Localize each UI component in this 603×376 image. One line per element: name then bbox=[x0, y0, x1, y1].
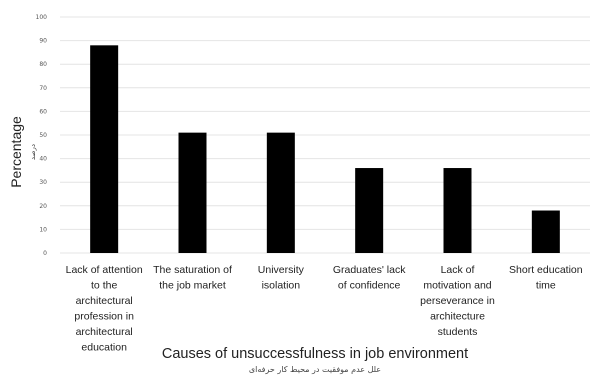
y-axis-label-secondary: درصد bbox=[29, 144, 37, 160]
y-tick-label: 90 bbox=[39, 38, 47, 45]
bar bbox=[443, 168, 472, 253]
category-label: Lack of motivation and perseverance in arch… bbox=[420, 264, 495, 338]
category-label: Short education time bbox=[509, 264, 583, 292]
y-tick-label: 40 bbox=[39, 156, 47, 163]
category-label: University isolation bbox=[258, 264, 305, 292]
y-tick-label: 50 bbox=[39, 132, 47, 139]
bar bbox=[90, 45, 119, 253]
bar bbox=[266, 132, 295, 253]
x-axis-label: Causes of unsuccessfulness in job enviro… bbox=[162, 346, 468, 362]
bar bbox=[355, 168, 384, 253]
y-tick-label: 60 bbox=[39, 108, 47, 115]
category-label: Graduates' lack of confidence bbox=[333, 264, 406, 292]
bars bbox=[90, 45, 560, 253]
y-tick-label: 10 bbox=[39, 226, 47, 233]
category-label: The saturation of the job market bbox=[153, 264, 232, 292]
y-tick-label: 30 bbox=[39, 179, 47, 186]
y-tick-label: 80 bbox=[39, 61, 47, 68]
bar bbox=[531, 210, 560, 253]
y-tick-label: 0 bbox=[43, 250, 47, 257]
bar bbox=[178, 132, 207, 253]
y-tick-label: 100 bbox=[36, 14, 48, 21]
category-label: Lack of attention to the architectural prof… bbox=[66, 264, 143, 354]
y-tick-label: 20 bbox=[39, 203, 47, 210]
y-tick-label: 70 bbox=[39, 85, 47, 92]
y-axis-label: Percentage bbox=[8, 116, 24, 188]
x-axis-label-secondary: علل عدم موفقیت در محیط کار حرفه‌ای bbox=[249, 365, 381, 374]
gridlines bbox=[60, 16, 590, 254]
x-axis-categories: Lack of attention to the architectural prof… bbox=[66, 264, 583, 354]
y-axis-ticks: 0 10 20 30 40 50 60 70 80 90 100 bbox=[36, 14, 48, 257]
